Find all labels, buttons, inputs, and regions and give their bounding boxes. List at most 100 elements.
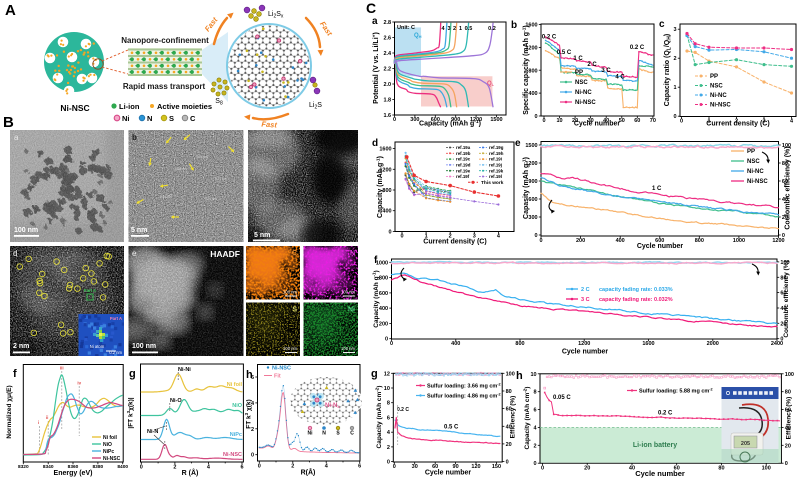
svg-text:Ni-N4: Ni-N4	[325, 403, 340, 409]
svg-text:Part A: Part A	[110, 316, 122, 321]
svg-text:40: 40	[780, 306, 786, 312]
svg-text:0: 0	[389, 229, 392, 235]
svg-text:8320: 8320	[18, 464, 29, 470]
svg-text:Normalized χμ(E): Normalized χμ(E)	[6, 385, 13, 438]
svg-text:3: 3	[762, 119, 765, 125]
svg-text:2.4: 2.4	[383, 51, 392, 57]
svg-text:d: d	[372, 138, 378, 149]
svg-text:Cycle number: Cycle number	[637, 243, 684, 250]
svg-text:1200: 1200	[525, 45, 537, 51]
svg-text:100 nm: 100 nm	[132, 343, 156, 350]
svg-text:S: S	[292, 307, 297, 314]
svg-text:NSC: NSC	[747, 159, 760, 165]
svg-text:Ni-NC: Ni-NC	[575, 90, 592, 96]
svg-text:0.05 C: 0.05 C	[553, 395, 571, 401]
svg-text:iii: iii	[60, 366, 64, 371]
svg-text:80: 80	[718, 465, 724, 471]
svg-text:2 nm: 2 nm	[13, 343, 29, 350]
svg-text:Li2S: Li2S	[309, 102, 322, 111]
svg-text:QH: QH	[414, 33, 422, 39]
svg-text:80: 80	[785, 390, 791, 396]
svg-text:400: 400	[382, 209, 391, 215]
svg-text:400: 400	[379, 306, 388, 312]
svg-text:100 nm: 100 nm	[341, 290, 355, 295]
svg-text:1600: 1600	[642, 341, 654, 347]
svg-text:Ni-O: Ni-O	[170, 398, 182, 404]
svg-text:d: d	[13, 249, 17, 258]
svg-text:a: a	[14, 133, 19, 142]
svg-text:0: 0	[534, 461, 537, 467]
svg-text:0: 0	[393, 117, 396, 123]
svg-text:800: 800	[515, 341, 524, 347]
svg-text:1.8: 1.8	[383, 98, 391, 104]
svg-text:6: 6	[358, 464, 361, 470]
svg-text:0: 0	[780, 337, 783, 343]
svg-text:2.0: 2.0	[383, 82, 391, 88]
svg-text:60: 60	[785, 408, 791, 414]
svg-text:3: 3	[473, 234, 476, 240]
svg-text:capacity fading rate: 0.032%: capacity fading rate: 0.032%	[599, 297, 673, 303]
svg-text:0: 0	[140, 465, 143, 471]
svg-text:0: 0	[251, 453, 254, 459]
svg-text:Ni-NC: Ni-NC	[747, 169, 764, 175]
svg-text:8: 8	[387, 401, 390, 407]
svg-text:50: 50	[619, 118, 625, 124]
svg-text:Fast: Fast	[261, 119, 278, 129]
svg-text:20: 20	[584, 465, 590, 471]
svg-text:2: 2	[534, 443, 537, 449]
svg-text:Coulombic efficiency (%): Coulombic efficiency (%)	[783, 260, 790, 337]
svg-text:S8: S8	[215, 98, 223, 107]
svg-text:400: 400	[616, 238, 625, 244]
svg-text:Current density (C): Current density (C)	[706, 121, 769, 128]
svg-text:4: 4	[387, 430, 391, 436]
svg-text:Ni: Ni	[122, 114, 130, 123]
svg-text:ref.19a: ref.19a	[456, 145, 471, 150]
svg-text:5 nm: 5 nm	[254, 232, 270, 239]
svg-text:Ni: Ni	[348, 307, 355, 314]
svg-text:100: 100	[785, 372, 794, 378]
svg-text:Ni-NSC: Ni-NSC	[710, 103, 731, 109]
svg-text:2400: 2400	[771, 341, 783, 347]
svg-text:2: 2	[674, 56, 677, 62]
svg-text:ref.19i: ref.19i	[489, 157, 502, 162]
svg-text:100: 100	[782, 143, 791, 149]
svg-text:80: 80	[782, 161, 788, 167]
svg-text:0.2 C: 0.2 C	[542, 35, 557, 41]
svg-text:60: 60	[674, 465, 680, 471]
svg-text:0: 0	[680, 119, 683, 125]
svg-text:ii: ii	[46, 415, 49, 420]
svg-text:0.21 nm: 0.21 nm	[196, 155, 208, 159]
svg-text:3 C: 3 C	[581, 297, 590, 303]
svg-text:0: 0	[542, 118, 545, 124]
svg-text:a: a	[372, 16, 378, 27]
svg-text:0: 0	[390, 341, 393, 347]
svg-text:Cycle number: Cycle number	[425, 470, 472, 477]
svg-text:2.6: 2.6	[383, 36, 391, 42]
svg-text:10: 10	[384, 386, 390, 392]
svg-text:Ni: Ni	[308, 431, 314, 437]
svg-text:2: 2	[173, 465, 176, 471]
svg-text:0: 0	[782, 233, 785, 239]
svg-text:Efficiency (%): Efficiency (%)	[510, 396, 517, 439]
svg-text:2000: 2000	[707, 341, 719, 347]
svg-text:Ni-NSC: Ni-NSC	[272, 366, 291, 372]
svg-text:0: 0	[535, 114, 538, 120]
svg-text:g: g	[371, 368, 378, 380]
svg-text:ref.19h: ref.19h	[489, 151, 504, 156]
svg-text:Cycle number: Cycle number	[562, 349, 609, 356]
svg-text:ref.19l: ref.19l	[489, 174, 502, 179]
svg-text:60: 60	[432, 464, 438, 470]
svg-text:40: 40	[506, 424, 512, 430]
svg-text:Energy (eV): Energy (eV)	[54, 470, 93, 477]
svg-text:Ni-NSC: Ni-NSC	[747, 179, 768, 185]
svg-text:0.2 C: 0.2 C	[397, 407, 409, 413]
svg-text:10: 10	[530, 372, 536, 378]
svg-text:Capacity (mAh g-1): Capacity (mAh g-1)	[372, 270, 380, 327]
svg-text:This work: This work	[481, 180, 504, 186]
svg-text:Ni-NSC: Ni-NSC	[223, 452, 242, 458]
svg-text:60: 60	[634, 118, 640, 124]
svg-text:8360: 8360	[68, 464, 79, 470]
svg-text:205: 205	[741, 441, 750, 447]
svg-text:2: 2	[387, 445, 390, 451]
svg-text:B: B	[3, 114, 14, 131]
